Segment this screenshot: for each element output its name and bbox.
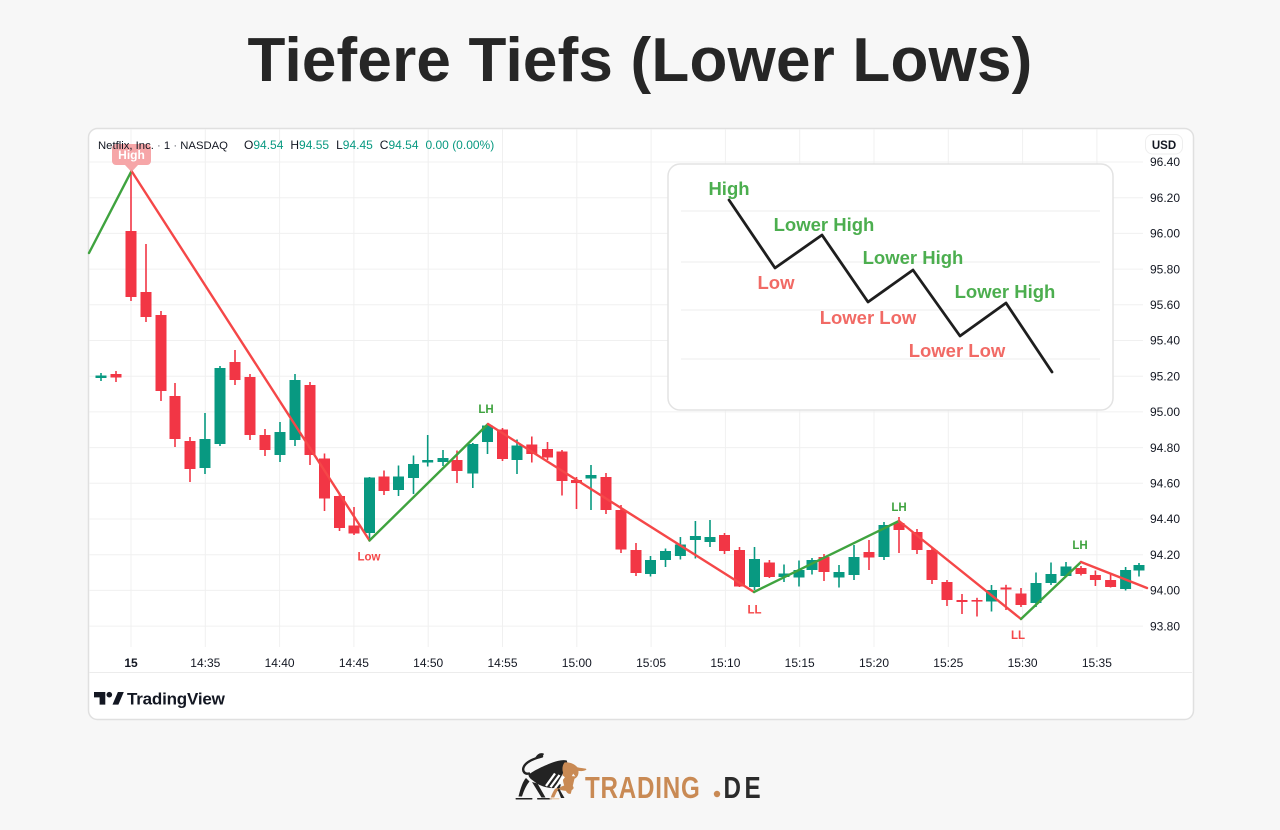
svg-text:LH: LH bbox=[891, 502, 906, 514]
svg-text:14:55: 14:55 bbox=[487, 656, 517, 670]
svg-text:Lower Low: Lower Low bbox=[820, 307, 917, 328]
svg-text:96.00: 96.00 bbox=[1150, 227, 1180, 241]
svg-text:Low: Low bbox=[358, 552, 381, 564]
svg-text:14:50: 14:50 bbox=[413, 656, 443, 670]
svg-text:94.40: 94.40 bbox=[1150, 512, 1180, 526]
svg-text:Low: Low bbox=[758, 272, 796, 293]
svg-text:96.40: 96.40 bbox=[1150, 155, 1180, 169]
svg-text:LL: LL bbox=[747, 605, 761, 617]
svg-text:TRADING: TRADING bbox=[585, 770, 701, 805]
svg-text:Lower High: Lower High bbox=[955, 281, 1056, 302]
svg-text:94.60: 94.60 bbox=[1150, 477, 1180, 491]
svg-text:LH: LH bbox=[1072, 540, 1087, 552]
svg-text:USD: USD bbox=[1152, 140, 1176, 152]
svg-text:95.00: 95.00 bbox=[1150, 405, 1180, 419]
svg-text:15:25: 15:25 bbox=[933, 656, 963, 670]
svg-text:95.40: 95.40 bbox=[1150, 334, 1180, 348]
svg-text:94.00: 94.00 bbox=[1150, 584, 1180, 598]
svg-text:95.20: 95.20 bbox=[1150, 369, 1180, 383]
svg-text:15:30: 15:30 bbox=[1008, 656, 1038, 670]
svg-text:95.60: 95.60 bbox=[1150, 298, 1180, 312]
svg-text:DE: DE bbox=[724, 770, 765, 805]
svg-text:93.80: 93.80 bbox=[1150, 619, 1180, 633]
svg-text:Lower High: Lower High bbox=[774, 214, 875, 235]
svg-text:96.20: 96.20 bbox=[1150, 191, 1180, 205]
svg-text:TradingView: TradingView bbox=[127, 690, 226, 709]
svg-text:15:35: 15:35 bbox=[1082, 656, 1112, 670]
svg-text:High: High bbox=[708, 178, 749, 199]
svg-text:94.80: 94.80 bbox=[1150, 441, 1180, 455]
svg-text:95.80: 95.80 bbox=[1150, 262, 1180, 276]
svg-text:15:00: 15:00 bbox=[562, 656, 592, 670]
svg-text:15:15: 15:15 bbox=[785, 656, 815, 670]
svg-text:Netflix, Inc. · 1 · NASDAQ: Netflix, Inc. · 1 · NASDAQ bbox=[98, 140, 228, 152]
svg-text:LL: LL bbox=[1011, 630, 1025, 642]
svg-text:94.20: 94.20 bbox=[1150, 548, 1180, 562]
svg-text:15: 15 bbox=[124, 656, 138, 670]
svg-text:14:40: 14:40 bbox=[265, 656, 295, 670]
svg-text:Lower High: Lower High bbox=[863, 247, 964, 268]
svg-text:LH: LH bbox=[478, 404, 493, 416]
svg-text:14:45: 14:45 bbox=[339, 656, 369, 670]
svg-text:High: High bbox=[118, 148, 145, 162]
svg-text:15:10: 15:10 bbox=[710, 656, 740, 670]
svg-text:15:20: 15:20 bbox=[859, 656, 889, 670]
svg-text:14:35: 14:35 bbox=[190, 656, 220, 670]
svg-text:15:05: 15:05 bbox=[636, 656, 666, 670]
svg-text:Lower Low: Lower Low bbox=[909, 340, 1006, 361]
